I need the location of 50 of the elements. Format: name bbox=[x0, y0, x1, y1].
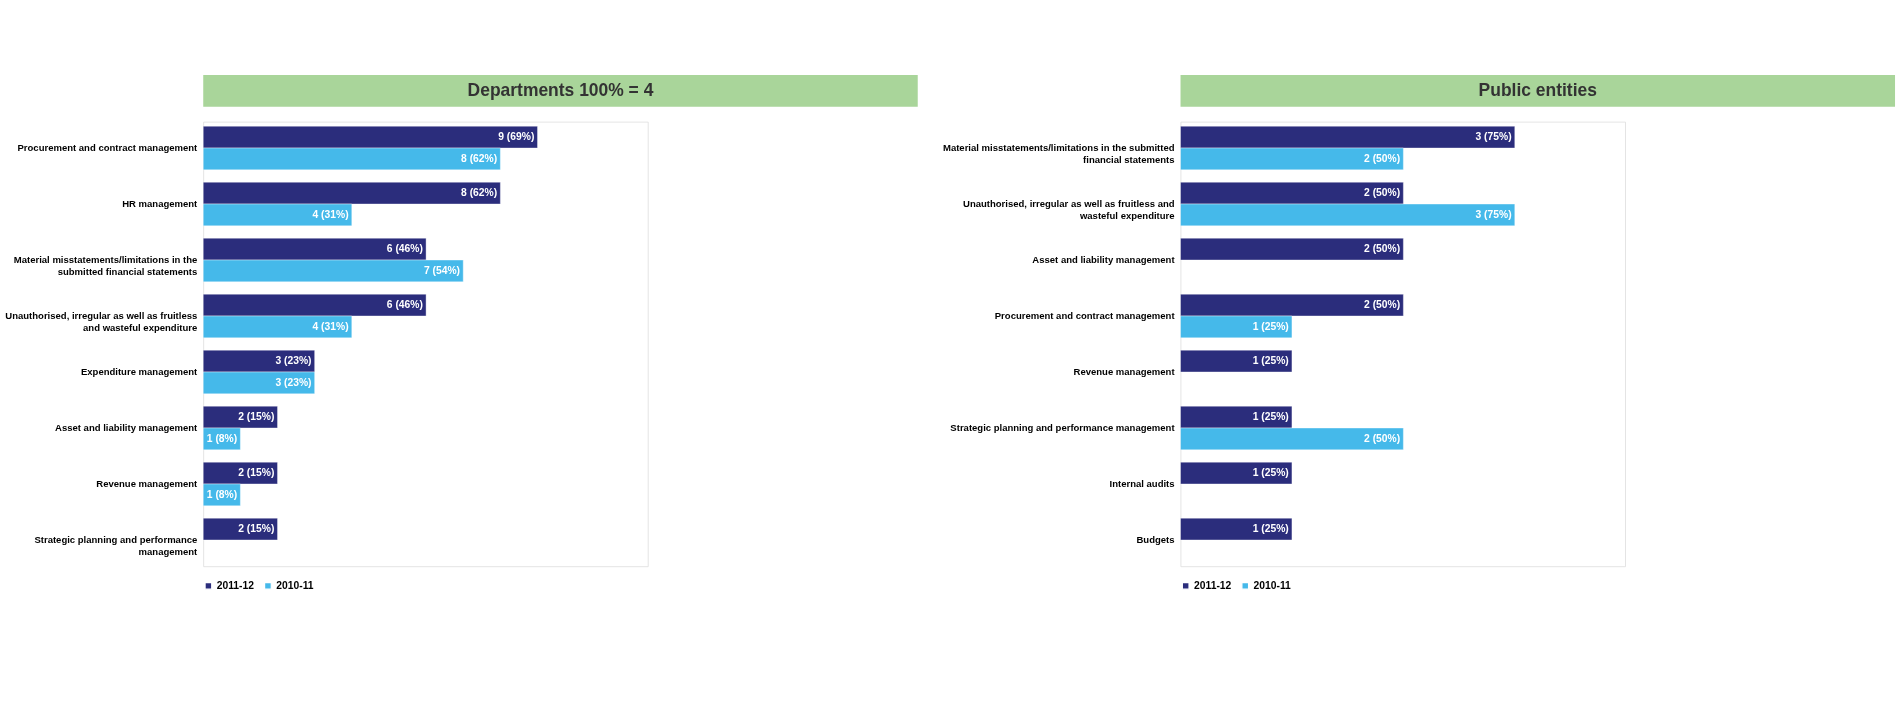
legend-label: 2010-11 bbox=[1253, 580, 1292, 592]
data-label: 3 (75%) bbox=[1475, 209, 1512, 221]
bar bbox=[203, 517, 278, 541]
y-tick-label: Budgets bbox=[1136, 534, 1175, 546]
data-label: 2 (15%) bbox=[238, 523, 275, 535]
data-label: 3 (23%) bbox=[275, 355, 312, 367]
data-label: 8 (62%) bbox=[461, 153, 498, 165]
data-label: 6 (46%) bbox=[386, 243, 423, 255]
data-label: 1 (8%) bbox=[206, 433, 238, 445]
legend-label: 2010-11 bbox=[276, 580, 314, 592]
y-tick-label: Material misstatements/limitations in the submitted financial statements bbox=[942, 142, 1175, 166]
y-tick-label: Strategic planning and performance management bbox=[34, 534, 199, 558]
data-label: 9 (69%) bbox=[498, 131, 535, 143]
y-tick-label: Internal audits bbox=[1109, 478, 1175, 490]
data-label: 3 (75%) bbox=[1475, 131, 1512, 143]
data-label: 2 (50%) bbox=[1364, 153, 1401, 165]
y-tick-label: Unauthorised, irregular as well as fruitless and wasteful expenditure bbox=[963, 198, 1175, 222]
y-tick-label: Strategic planning and performance management bbox=[950, 422, 1176, 434]
chart-title: Departments 100% = 4 bbox=[467, 80, 654, 101]
chart-title: Public entities bbox=[1478, 80, 1597, 101]
data-label: 1 (25%) bbox=[1252, 411, 1289, 423]
y-tick-label: Unauthorised, irregular as well as fruitless and wasteful expenditure bbox=[5, 310, 198, 334]
data-label: 2 (50%) bbox=[1364, 187, 1401, 199]
data-label: 2 (15%) bbox=[238, 411, 275, 423]
data-label: 2 (50%) bbox=[1364, 243, 1401, 255]
data-label: 4 (31%) bbox=[312, 321, 349, 333]
data-label: 3 (23%) bbox=[275, 377, 312, 389]
y-tick-label: Material misstatements/limitations in the submitted financial statements bbox=[13, 254, 198, 278]
y-tick-label: Asset and liability management bbox=[1032, 254, 1176, 266]
data-label: 2 (50%) bbox=[1364, 299, 1401, 311]
y-tick-label: Procurement and contract management bbox=[994, 310, 1176, 322]
data-label: 1 (25%) bbox=[1252, 467, 1289, 479]
y-tick-label: Procurement and contract management bbox=[17, 142, 199, 154]
data-label: 1 (25%) bbox=[1252, 355, 1289, 367]
data-label: 4 (31%) bbox=[312, 209, 349, 221]
data-label: 8 (62%) bbox=[461, 187, 498, 199]
data-label: 1 (8%) bbox=[206, 489, 238, 501]
y-tick-label: Expenditure management bbox=[80, 366, 199, 378]
data-label: 1 (25%) bbox=[1252, 523, 1289, 535]
data-label: 2 (15%) bbox=[238, 467, 275, 479]
legend-label: 2011-12 bbox=[216, 580, 255, 592]
data-label: 7 (54%) bbox=[423, 265, 461, 277]
legend-label: 2011-12 bbox=[1194, 580, 1232, 592]
data-label: 2 (50%) bbox=[1364, 433, 1401, 445]
data-label: 1 (25%) bbox=[1252, 321, 1289, 333]
y-tick-label: HR management bbox=[122, 198, 199, 210]
y-tick-label: Asset and liability management bbox=[55, 422, 199, 434]
data-label: 6 (46%) bbox=[386, 299, 423, 311]
y-tick-label: Revenue management bbox=[1073, 366, 1176, 378]
y-tick-label: Revenue management bbox=[96, 478, 199, 490]
